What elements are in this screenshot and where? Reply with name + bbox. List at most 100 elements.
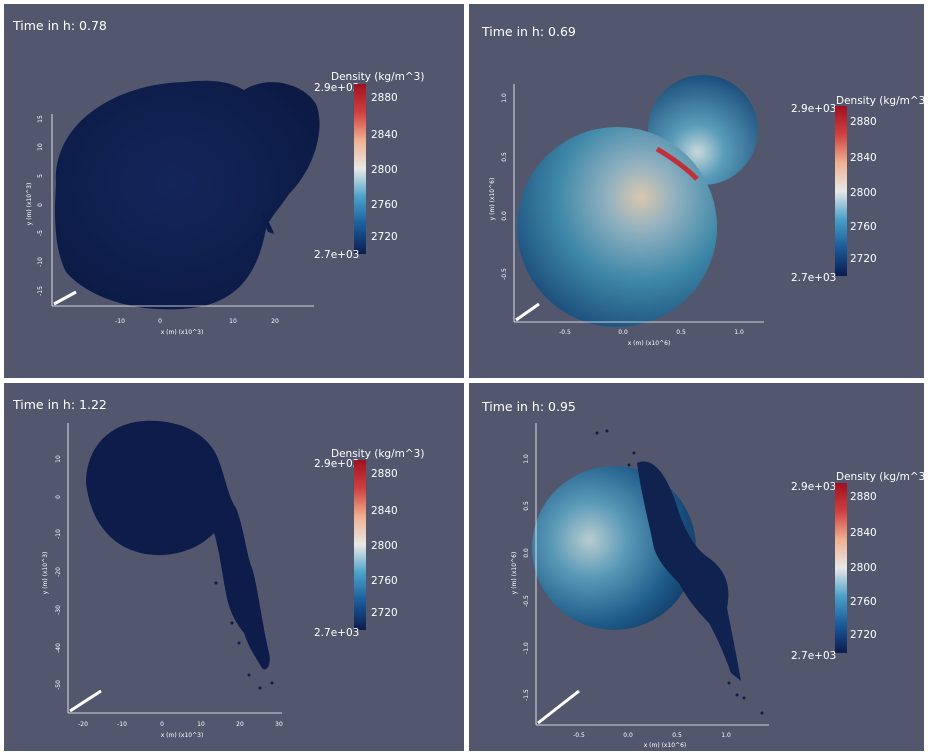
y-axis-label: y (m) (x10^6) — [489, 178, 496, 221]
colorbar — [835, 106, 847, 276]
orientation-axes — [537, 689, 580, 725]
orientation-axes — [515, 302, 540, 322]
colorbar-title: Density (kg/m^3) — [836, 95, 924, 107]
x-tick-label: 10 — [197, 721, 205, 728]
colorbar-tick: 2800 — [371, 540, 398, 552]
x-tick-label: -0.5 — [559, 329, 571, 336]
colorbar-max-label: 2.9e+03 — [791, 481, 837, 493]
x-axis-label: x (m) (x10^6) — [644, 742, 687, 749]
colorbar-min-label: 2.7e+03 — [791, 650, 837, 662]
x-tick-label: -10 — [115, 318, 125, 325]
y-axis-label: y (m) (x10^6) — [511, 552, 518, 595]
colorbar-tick: 2760 — [850, 221, 877, 233]
colorbar-tick: 2840 — [371, 505, 398, 517]
y-tick-label: -0.5 — [523, 595, 530, 607]
y-tick-label: -15 — [37, 286, 44, 296]
x-tick-label: 0.5 — [676, 329, 686, 336]
colorbar-tick: 2880 — [850, 116, 877, 128]
colorbar — [354, 84, 366, 254]
x-tick-label: 0.0 — [618, 329, 628, 336]
x-tick-label: 20 — [236, 721, 244, 728]
y-tick-label: -10 — [55, 529, 62, 539]
y-tick-label: 5 — [37, 174, 44, 178]
y-tick-label: 0.5 — [523, 501, 530, 511]
colorbar-min-label: 2.7e+03 — [314, 249, 360, 261]
y-tick-label: -1.5 — [523, 689, 530, 701]
y-tick-label: 10 — [37, 143, 44, 151]
colorbar-tick: 2720 — [371, 607, 398, 619]
colorbar-title: Density (kg/m^3) — [331, 71, 425, 83]
particle-cloud — [86, 420, 270, 670]
plot-panel-4: -0.5 0.0 0.5 1.0 x (m) (x10^6) 1.0 0.5 0… — [469, 383, 924, 751]
x-tick-labels: -0.5 0.0 0.5 1.0 — [573, 732, 731, 739]
time-label: Time in h: 0.78 — [13, 18, 107, 33]
colorbar — [835, 483, 847, 653]
x-tick-labels: -0.5 0.0 0.5 1.0 — [559, 329, 744, 336]
y-tick-label: 0.0 — [523, 548, 530, 558]
x-tick-label: -10 — [117, 721, 127, 728]
colorbar-tick: 2840 — [371, 129, 398, 141]
time-label: Time in h: 0.95 — [482, 399, 576, 414]
plot-panel-2: -0.5 0.0 0.5 1.0 x (m) (x10^6) 1.0 0.5 0… — [469, 4, 924, 378]
y-tick-label: 1.0 — [501, 93, 508, 103]
y-tick-label: -10 — [37, 257, 44, 267]
colorbar-tick: 2800 — [850, 562, 877, 574]
y-tick-label: 0 — [55, 495, 62, 499]
y-tick-label: -5 — [37, 230, 44, 236]
y-tick-label: -40 — [55, 643, 62, 653]
y-tick-label: -30 — [55, 605, 62, 615]
x-tick-label: 0 — [158, 318, 162, 325]
colorbar-tick: 2840 — [850, 527, 877, 539]
colorbar-tick: 2720 — [850, 253, 877, 265]
y-tick-label: -20 — [55, 567, 62, 577]
time-label: Time in h: 1.22 — [13, 397, 107, 412]
orientation-axes — [53, 290, 77, 306]
x-tick-label: -20 — [78, 721, 88, 728]
colorbar-tick: 2840 — [850, 152, 877, 164]
scattered-particles — [595, 429, 764, 715]
colorbar-tick: 2760 — [850, 596, 877, 608]
x-tick-label: -0.5 — [573, 732, 585, 739]
x-tick-label: 1.0 — [721, 732, 731, 739]
particle-stream — [261, 209, 274, 234]
colorbar-title: Density (kg/m^3) — [836, 471, 924, 483]
colorbar-min-label: 2.7e+03 — [791, 272, 837, 284]
y-tick-label: 15 — [37, 115, 44, 123]
y-tick-labels: 15 10 5 0 -5 -10 -15 — [37, 115, 44, 296]
plot-panel-1: -10 0 10 20 x (m) (x10^3) 15 10 5 0 -5 -… — [4, 4, 464, 378]
y-tick-label: 0.5 — [501, 152, 508, 162]
x-tick-label: 1.0 — [734, 329, 744, 336]
orientation-axes — [69, 689, 102, 713]
x-axis-label: x (m) (x10^3) — [161, 329, 204, 336]
plot-2-canvas: -0.5 0.0 0.5 1.0 x (m) (x10^6) 1.0 0.5 0… — [489, 75, 764, 347]
y-axis-label: y (m) (x10^3) — [42, 552, 49, 595]
x-tick-label: 0.0 — [623, 732, 633, 739]
y-tick-labels: 1.0 0.5 0.0 -0.5 — [501, 93, 508, 280]
x-axis-label: x (m) (x10^6) — [628, 340, 671, 347]
plot-panel-3: -20 -10 0 10 20 30 x (m) (x10^3) 10 0 -1… — [4, 383, 464, 751]
colorbar-tick: 2760 — [371, 199, 398, 211]
colorbar-tick: 2800 — [371, 164, 398, 176]
colorbar-tick: 2800 — [850, 187, 877, 199]
colorbar-tick: 2880 — [371, 468, 398, 480]
colorbar-tick: 2720 — [371, 231, 398, 243]
y-tick-label: 1.0 — [523, 454, 530, 464]
y-tick-label: -50 — [55, 680, 62, 690]
x-tick-label: 0.5 — [672, 732, 682, 739]
plot-4-canvas: -0.5 0.0 0.5 1.0 x (m) (x10^6) 1.0 0.5 0… — [511, 423, 769, 749]
colorbar-tick: 2720 — [850, 629, 877, 641]
scattered-particles — [214, 581, 274, 690]
colorbar-min-label: 2.7e+03 — [314, 627, 360, 639]
plot-1-canvas: -10 0 10 20 x (m) (x10^3) 15 10 5 0 -5 -… — [26, 80, 320, 336]
y-tick-label: 0.0 — [501, 211, 508, 221]
y-tick-labels: 1.0 0.5 0.0 -0.5 -1.0 -1.5 — [523, 454, 530, 701]
colorbar-tick: 2760 — [371, 575, 398, 587]
ejecta-arm — [637, 461, 741, 681]
contact-zone — [655, 146, 699, 181]
particle-cloud — [55, 80, 320, 310]
y-axis-label: y (m) (x10^3) — [26, 183, 33, 226]
x-axis-label: x (m) (x10^3) — [161, 732, 204, 739]
colorbar — [354, 460, 366, 630]
time-label: Time in h: 0.69 — [482, 24, 576, 39]
colorbar-tick: 2880 — [850, 491, 877, 503]
